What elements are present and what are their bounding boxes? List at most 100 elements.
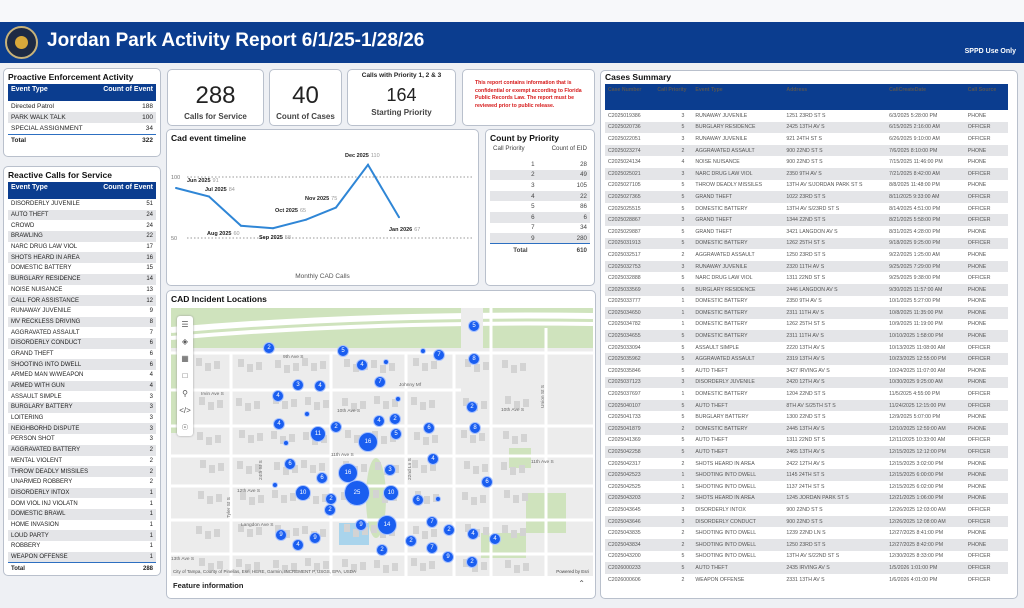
table-row[interactable]: C2025025021 3 NARC DRUG LAW VIOL 2350 9TH A… — [605, 167, 1008, 180]
incident-cluster[interactable]: 7 — [426, 542, 438, 554]
table-row[interactable]: LOITERING 3 — [8, 413, 156, 424]
incident-cluster[interactable]: 6 — [412, 494, 424, 506]
embed-code-icon[interactable]: </> — [179, 405, 191, 415]
col-event-type[interactable]: Event Type — [11, 184, 48, 191]
table-row[interactable]: ROBBERY 1 — [8, 541, 156, 552]
table-row[interactable]: RUNAWAY JUVENILE 9 — [8, 306, 156, 317]
incident-cluster[interactable]: 7 — [433, 349, 445, 361]
incident-cluster[interactable]: 9 — [355, 519, 367, 531]
incident-cluster[interactable]: 5 — [390, 428, 402, 440]
table-row[interactable]: C2026000606 2 WEAPON OFFENSE 2331 13TH AV S… — [605, 574, 1008, 586]
table-row[interactable]: C2025042258 5 AUTO THEFT 2465 13TH AV S 12/1… — [605, 446, 1008, 458]
incident-cluster[interactable]: 4 — [427, 453, 439, 465]
incident-cluster[interactable]: 11 — [310, 426, 326, 442]
table-row[interactable]: C2025042523 1 SHOOTING INTO DWELL 1145 24TH… — [605, 469, 1008, 481]
table-row[interactable]: LOUD PARTY 1 — [8, 530, 156, 541]
table-row[interactable]: C2025035846 5 AUTO THEFT 3427 IRVING AV S 10… — [605, 365, 1008, 377]
table-row[interactable]: C2025032753 3 RUNAWAY JUVENILE 2320 11TH AV… — [605, 260, 1008, 273]
table-row[interactable]: HOME INVASION 1 — [8, 520, 156, 531]
incident-cluster[interactable]: 6 — [284, 458, 296, 470]
search-icon[interactable]: ⚲ — [182, 388, 188, 398]
table-row[interactable]: C2025020736 5 BURGLARY RESIDENCE 2425 13TH … — [605, 121, 1008, 134]
table-row[interactable]: GRAND THEFT 6 — [8, 349, 156, 360]
table-row[interactable]: C2025034650 1 DOMESTIC BATTERY 2311 11TH AV… — [605, 307, 1008, 319]
table-row[interactable]: ARMED WITH GUN 4 — [8, 380, 156, 392]
table-row[interactable]: C2025031913 5 DOMESTIC BATTERY 1262 25TH ST… — [605, 237, 1008, 250]
table-row[interactable]: PERSON SHOT 3 — [8, 434, 156, 445]
incident-cluster[interactable]: 4 — [273, 418, 285, 430]
incident-cluster[interactable]: 5 — [468, 320, 480, 332]
col-call-create-date[interactable]: CallCreateDate — [889, 87, 927, 93]
incident-cluster[interactable]: 7 — [426, 516, 438, 528]
incident-cluster[interactable]: 16 — [358, 432, 378, 452]
table-row[interactable]: C2025034655 5 DOMESTIC BATTERY 2311 11TH AV… — [605, 330, 1008, 342]
table-row[interactable]: C2025042317 2 SHOTS HEARD IN AREA 2422 12TH… — [605, 458, 1008, 470]
table-row[interactable]: C2025043645 3 DISORDERLY INTOX 900 22ND ST … — [605, 504, 1008, 516]
table-row[interactable]: C2025043646 3 DISORDERLY CONDUCT 900 22ND S… — [605, 515, 1008, 528]
table-row[interactable]: AGGRAVATED BATTERY 2 — [8, 444, 156, 456]
table-row[interactable]: NARC DRUG LAW VIOL 17 — [8, 242, 156, 253]
col-count[interactable]: Count of Event — [103, 86, 153, 93]
table-row[interactable]: C2025043203 2 SHOTS HEARD IN AREA 1245 JORD… — [605, 492, 1008, 505]
table-row[interactable]: DOM VIOL INJ VIOLATN 1 — [8, 498, 156, 509]
expand-chevron-icon[interactable]: ⌃ — [578, 579, 585, 588]
incident-cluster[interactable]: 16 — [338, 463, 358, 483]
table-row[interactable]: NOISE NUISANCE 13 — [8, 285, 156, 296]
table-row[interactable]: DISORDERLY JUVENILE 51 — [8, 199, 156, 210]
col-event-type[interactable]: Event Type — [11, 86, 48, 93]
table-row[interactable]: 9 280 — [490, 233, 590, 244]
table-row[interactable]: C2025024134 4 NOISE NUISANCE 900 22ND ST S 7… — [605, 156, 1008, 168]
table-row[interactable]: C2025034782 1 DOMESTIC BATTERY 1262 25TH ST… — [605, 319, 1008, 331]
table-row[interactable]: C2026000233 5 AUTO THEFT 2435 IRVING AV S 1/… — [605, 562, 1008, 574]
table-row[interactable]: C2025033569 6 BURGLARY RESIDENCE 2446 LANGD… — [605, 283, 1008, 296]
table-row[interactable]: C2025022051 3 RUNAWAY JUVENILE 921 24TH ST … — [605, 133, 1008, 145]
table-row[interactable]: C2025029887 5 GRAND THEFT 3421 LANGDON AV S… — [605, 226, 1008, 238]
table-row[interactable]: DISORDERLY INTOX 1 — [8, 487, 156, 499]
incident-cluster[interactable]: 25 — [344, 480, 370, 506]
esri-powered[interactable]: Powered by Esri — [556, 569, 589, 574]
incident-cluster[interactable]: 2 — [405, 535, 417, 547]
incident-point[interactable] — [435, 496, 441, 502]
incident-cluster[interactable]: 4 — [356, 359, 368, 371]
col-call-priority[interactable]: Call Priority — [493, 145, 525, 152]
layers-icon[interactable]: ◈ — [181, 337, 189, 347]
table-row[interactable]: 5 86 — [490, 201, 590, 212]
select-area-icon[interactable]: □ — [182, 371, 188, 381]
incident-cluster[interactable]: 2 — [466, 556, 478, 568]
incident-point[interactable] — [383, 359, 389, 365]
incident-cluster[interactable]: 9 — [309, 532, 321, 544]
incident-cluster[interactable]: 5 — [337, 345, 349, 357]
feature-info-label[interactable]: Feature information — [173, 581, 244, 590]
incident-cluster[interactable]: 2 — [376, 544, 388, 556]
table-row[interactable]: BURGLARY BATTERY 3 — [8, 402, 156, 413]
table-row[interactable]: C2025025515 5 DOMESTIC BATTERY 13TH AV S/23… — [605, 203, 1008, 215]
incident-cluster[interactable]: 8 — [469, 422, 481, 434]
table-row[interactable]: C2025043200 5 SHOOTING INTO DWELL 13TH AV S… — [605, 551, 1008, 563]
col-case-number[interactable]: Case Number — [608, 87, 642, 93]
table-row[interactable]: C2025023274 2 AGGRAVATED ASSAULT 900 22ND S… — [605, 144, 1008, 157]
table-row[interactable]: C2025043835 2 SHOOTING INTO DWELL 1239 22ND… — [605, 527, 1008, 539]
incident-cluster[interactable]: 6 — [481, 476, 493, 488]
incident-cluster[interactable]: 9 — [275, 529, 287, 541]
table-row[interactable]: Directed Patrol 188 — [8, 101, 156, 112]
table-row[interactable]: AUTO THEFT 24 — [8, 209, 156, 221]
table-row[interactable]: NEIGHBORHD DISPUTE 3 — [8, 423, 156, 435]
table-row[interactable]: WEAPON OFFENSE 1 — [8, 551, 156, 563]
table-row[interactable]: CALL FOR ASSISTANCE 12 — [8, 295, 156, 306]
incident-cluster[interactable]: 3 — [384, 464, 396, 476]
table-row[interactable]: SPECIAL ASSIGNMENT 34 — [8, 123, 156, 134]
table-row[interactable]: C2025041733 5 BURGLARY BATTERY 1300 22ND ST… — [605, 411, 1008, 423]
table-row[interactable]: ARMED MAN W/WEAPON 4 — [8, 370, 156, 381]
table-row[interactable]: MV RECKLESS DRIVING 8 — [8, 316, 156, 328]
table-row[interactable]: 4 22 — [490, 190, 590, 202]
incident-cluster[interactable]: 2 — [330, 421, 342, 433]
table-row[interactable]: SHOTS HEARD IN AREA 16 — [8, 252, 156, 264]
table-row[interactable]: C2025019386 3 RUNAWAY JUVENILE 1251 23RD ST… — [605, 110, 1008, 122]
incident-map[interactable]: 9th Ave S Irvin Ave S Johnny Mf 10th Ave S 1… — [171, 308, 593, 576]
table-row[interactable]: C2025035962 5 AGGRAVATED ASSAULT 2319 13TH … — [605, 353, 1008, 366]
col-count[interactable]: Count of Event — [103, 184, 153, 191]
table-row[interactable]: C2025032517 2 AGGRAVATED ASSAULT 1250 23RD … — [605, 249, 1008, 261]
table-row[interactable]: C2025042525 1 SHOOTING INTO DWELL 1137 24TH… — [605, 481, 1008, 493]
table-row[interactable]: SHOOTING INTO DWELL 6 — [8, 359, 156, 370]
